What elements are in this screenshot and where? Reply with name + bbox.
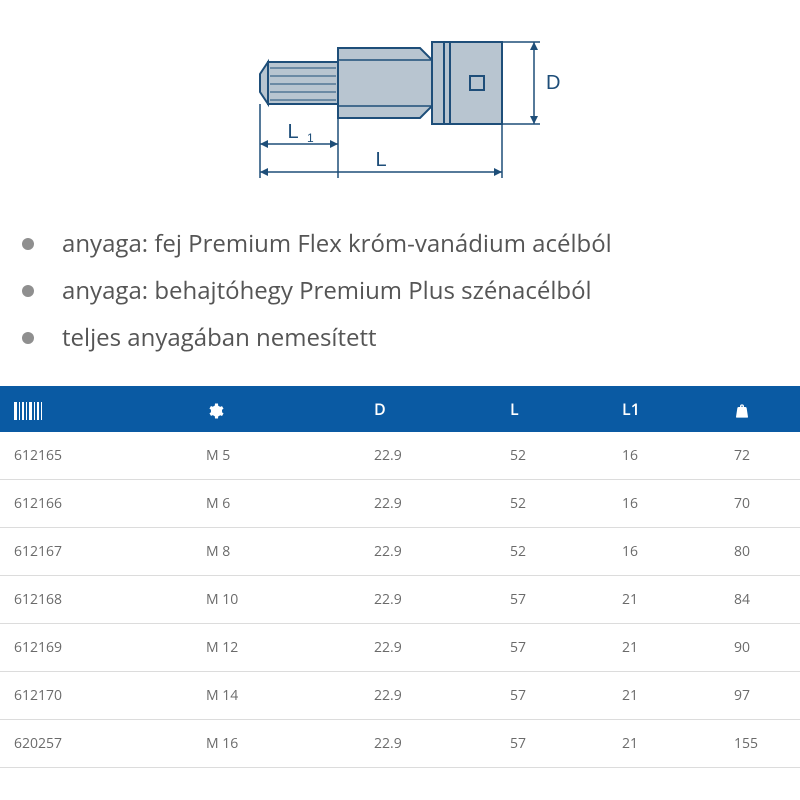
table-cell: 72: [720, 432, 800, 480]
spec-table: DLL1 612165M 522.9521672612166M 622.9521…: [0, 386, 800, 768]
table-cell: 22.9: [360, 672, 496, 720]
col-header: L1: [608, 386, 720, 432]
table-row: 612169M 1222.9572190: [0, 624, 800, 672]
table-cell: 57: [496, 624, 608, 672]
table-cell: 16: [608, 432, 720, 480]
table-cell: 97: [720, 672, 800, 720]
spec-table-head: DLL1: [0, 386, 800, 432]
table-cell: 612167: [0, 528, 192, 576]
table-cell: 52: [496, 528, 608, 576]
table-cell: 52: [496, 432, 608, 480]
table-cell: 612168: [0, 576, 192, 624]
table-cell: 21: [608, 576, 720, 624]
table-cell: M 12: [192, 624, 360, 672]
svg-text:L: L: [375, 149, 386, 171]
barcode-icon: [14, 402, 42, 420]
socket-diagram: L1LD: [220, 18, 580, 188]
table-cell: 620257: [0, 720, 192, 768]
table-cell: 16: [608, 528, 720, 576]
spec-table-body: 612165M 522.9521672612166M 622.952167061…: [0, 432, 800, 768]
bullet-item: anyaga: behajtóhegy Premium Plus szénacé…: [22, 274, 778, 307]
table-cell: 155: [720, 720, 800, 768]
bullet-dot-icon: [22, 238, 34, 250]
table-cell: 22.9: [360, 480, 496, 528]
table-cell: 612166: [0, 480, 192, 528]
svg-text:L: L: [287, 121, 298, 143]
table-cell: 90: [720, 624, 800, 672]
table-cell: 612170: [0, 672, 192, 720]
table-cell: 70: [720, 480, 800, 528]
table-row: 612168M 1022.9572184: [0, 576, 800, 624]
table-cell: 612165: [0, 432, 192, 480]
table-cell: M 8: [192, 528, 360, 576]
table-row: 612170M 1422.9572197: [0, 672, 800, 720]
table-cell: 84: [720, 576, 800, 624]
table-cell: 80: [720, 528, 800, 576]
col-header: D: [360, 386, 496, 432]
table-cell: 57: [496, 720, 608, 768]
diagram-container: L1LD: [0, 0, 800, 205]
table-cell: 21: [608, 624, 720, 672]
col-header: L: [496, 386, 608, 432]
weight-icon: [734, 402, 750, 420]
table-cell: M 10: [192, 576, 360, 624]
table-cell: M 16: [192, 720, 360, 768]
table-cell: 22.9: [360, 624, 496, 672]
col-header-icon: [720, 386, 800, 432]
col-header-icon: [0, 386, 192, 432]
table-cell: 16: [608, 480, 720, 528]
table-cell: 52: [496, 480, 608, 528]
table-cell: 22.9: [360, 528, 496, 576]
bullet-text: anyaga: fej Premium Flex króm-vanádium a…: [62, 227, 612, 260]
bullet-dot-icon: [22, 285, 34, 297]
gear-icon: [206, 402, 224, 420]
table-row: 620257M 1622.95721155: [0, 720, 800, 768]
bullet-dot-icon: [22, 332, 34, 344]
bullet-text: teljes anyagában nemesített: [62, 321, 377, 354]
table-cell: M 5: [192, 432, 360, 480]
bullet-list: anyaga: fej Premium Flex króm-vanádium a…: [0, 205, 800, 386]
table-cell: M 6: [192, 480, 360, 528]
table-row: 612167M 822.9521680: [0, 528, 800, 576]
table-cell: 21: [608, 672, 720, 720]
table-cell: 57: [496, 672, 608, 720]
bullet-item: teljes anyagában nemesített: [22, 321, 778, 354]
table-row: 612165M 522.9521672: [0, 432, 800, 480]
bullet-text: anyaga: behajtóhegy Premium Plus szénacé…: [62, 274, 592, 307]
col-header-icon: [192, 386, 360, 432]
bullet-item: anyaga: fej Premium Flex króm-vanádium a…: [22, 227, 778, 260]
table-cell: 22.9: [360, 432, 496, 480]
table-cell: 57: [496, 576, 608, 624]
table-cell: 22.9: [360, 720, 496, 768]
table-cell: 21: [608, 720, 720, 768]
svg-text:D: D: [546, 72, 560, 94]
table-cell: 22.9: [360, 576, 496, 624]
table-cell: 612169: [0, 624, 192, 672]
table-cell: M 14: [192, 672, 360, 720]
table-row: 612166M 622.9521670: [0, 480, 800, 528]
svg-text:1: 1: [307, 131, 314, 145]
